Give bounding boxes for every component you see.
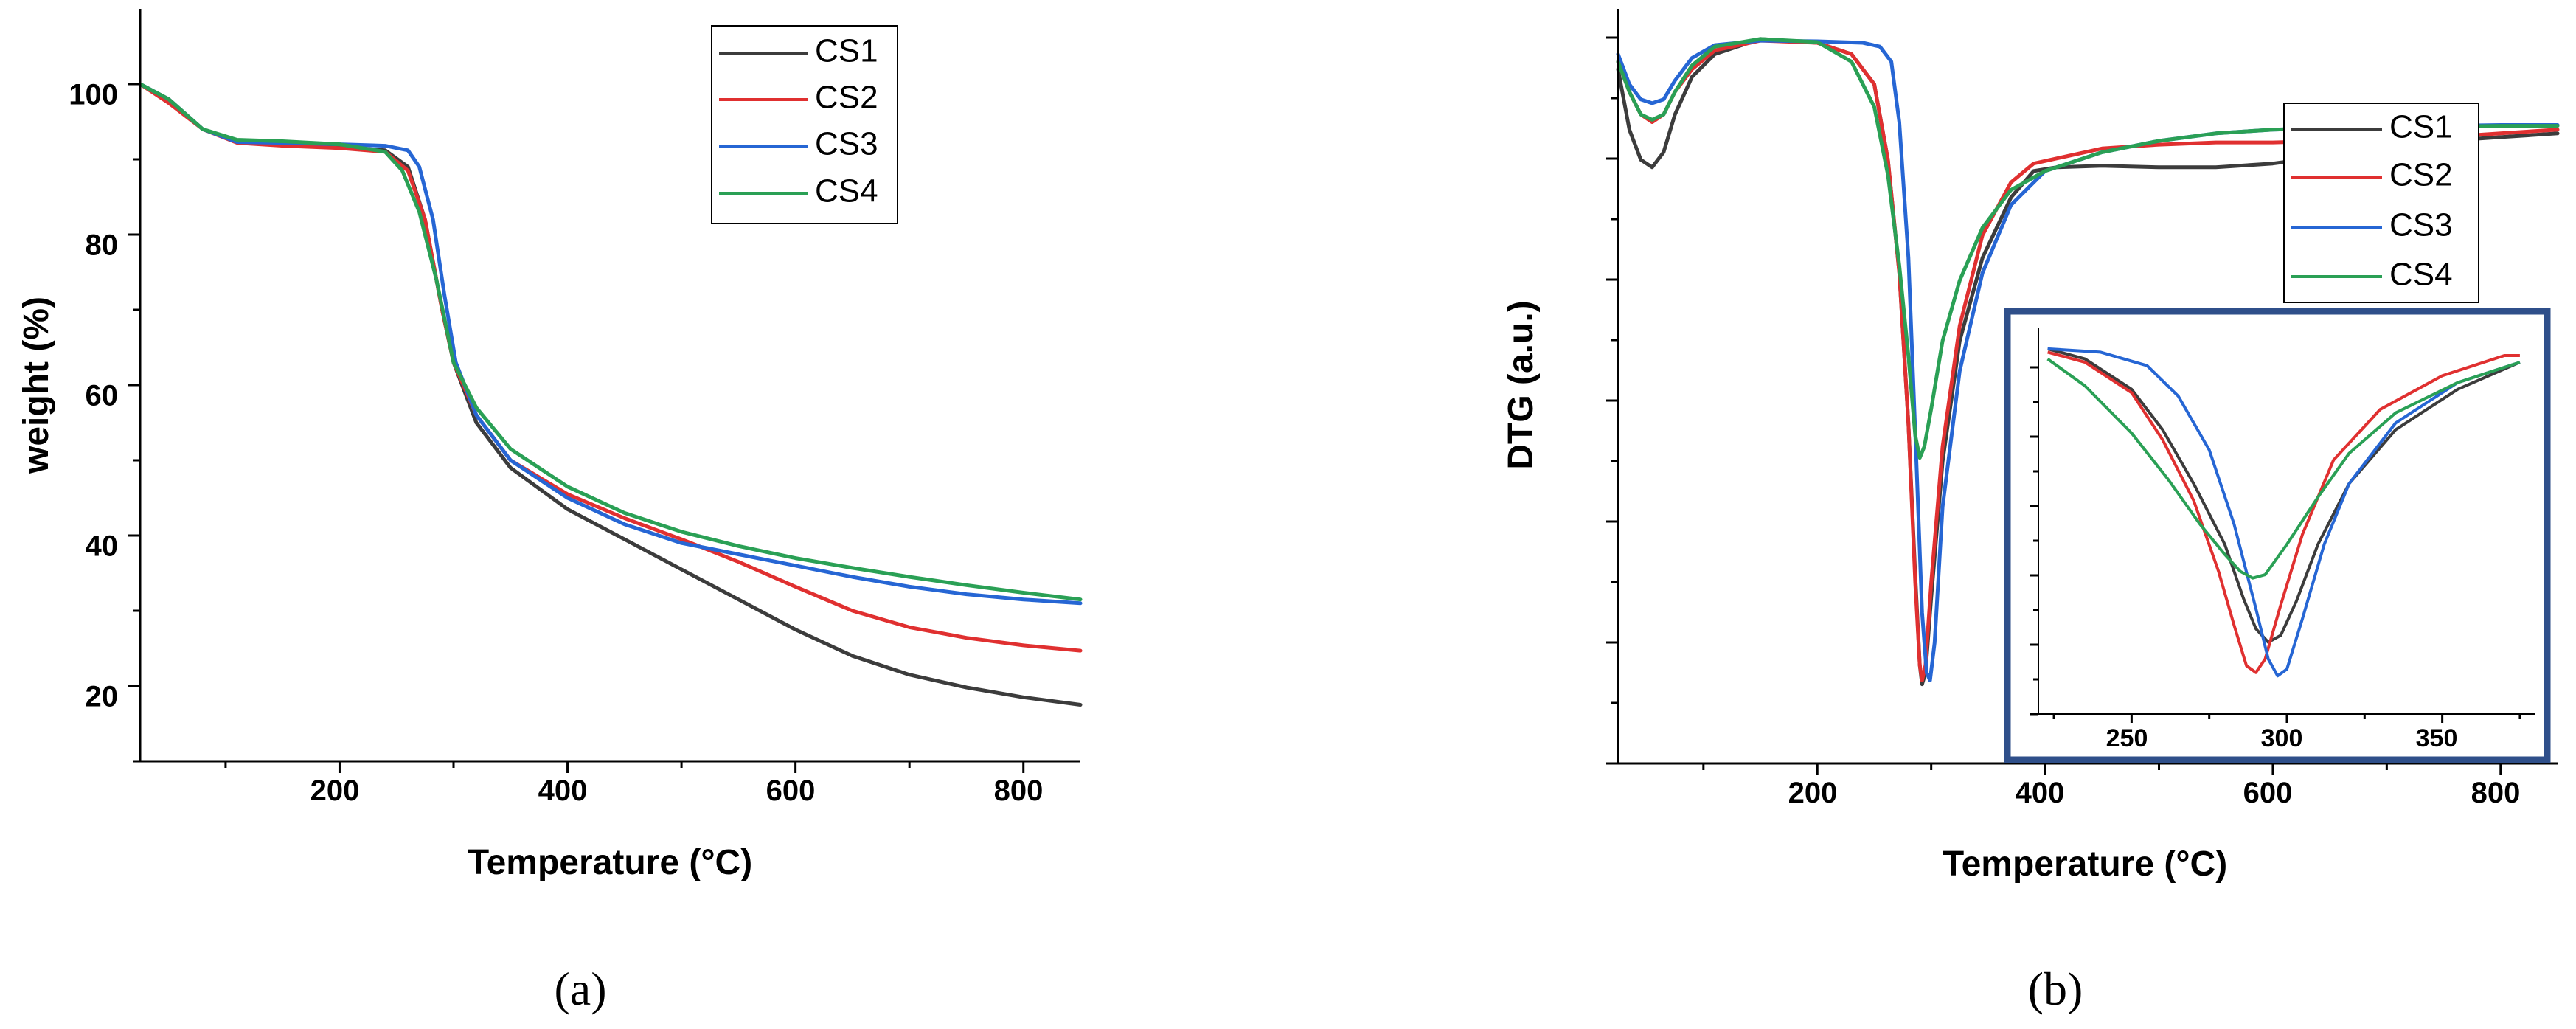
tga-line-cs1 xyxy=(138,82,1083,707)
tga-y-axis-label: weight (%) xyxy=(17,297,56,474)
dtg-legend-label-cs4: CS4 xyxy=(2389,257,2453,293)
tga-y-tick-label: 20 xyxy=(86,681,119,713)
dtg-legend-label-cs3: CS3 xyxy=(2389,207,2453,243)
dtg-inset-x-tick-label: 350 xyxy=(2416,724,2458,752)
tga-legend-label-cs2: CS2 xyxy=(815,80,878,116)
tga-x-tick-label: 800 xyxy=(994,775,1044,807)
dtg-legend-box xyxy=(2283,103,2479,303)
tga-y-tick-label: 100 xyxy=(69,79,118,111)
dtg-inset-border xyxy=(2004,308,2551,763)
tga-y-tick-label: 80 xyxy=(86,229,119,262)
tga-line-cs2 xyxy=(138,82,1083,653)
dtg-x-axis-label: Temperature (°C) xyxy=(1943,845,2227,884)
dtg-inset-background xyxy=(2007,311,2547,760)
tga-line-cs4 xyxy=(138,82,1083,602)
dtg-inset-ticks xyxy=(2030,366,2521,723)
dtg-inset-line-cs2 xyxy=(2047,350,2520,674)
dtg-legend-label-cs1: CS1 xyxy=(2389,109,2453,145)
panel-a-caption: (a) xyxy=(554,963,606,1015)
dtg-x-tick-label: 600 xyxy=(2243,777,2293,809)
dtg-line-cs1 xyxy=(1616,37,2560,687)
tga-y-tick-label: 60 xyxy=(86,380,119,412)
tga-series-group xyxy=(138,82,1083,707)
dtg-ticks xyxy=(1606,36,2502,775)
dtg-x-tick-label: 400 xyxy=(2016,777,2065,809)
tga-x-tick-label: 600 xyxy=(766,775,816,807)
tga-legend-label-cs3: CS3 xyxy=(815,126,878,162)
dtg-line-cs4 xyxy=(1616,37,2560,460)
dtg-x-tick-label: 200 xyxy=(1788,777,1838,809)
tga-line-cs3 xyxy=(138,82,1083,606)
dtg-inset-x-tick-label: 250 xyxy=(2106,724,2148,752)
tga-legend: CS1 CS2 CS3 CS4 xyxy=(711,25,898,224)
panel-b-caption: (b) xyxy=(2028,963,2083,1015)
tga-x-tick-label: 200 xyxy=(310,775,360,807)
dtg-inset-series-group xyxy=(2046,347,2521,678)
dtg-legend: CS1 CS2 CS3 CS4 xyxy=(2283,103,2479,303)
tga-y-tick-label: 40 xyxy=(86,530,119,563)
dtg-inset-line-cs3 xyxy=(2047,347,2521,678)
dtg-chart-panel: 200 400 600 800 Temperature (°C) DTG (a.… xyxy=(1501,9,2560,1015)
tga-legend-label-cs4: CS4 xyxy=(815,173,878,209)
tga-x-tick-label: 400 xyxy=(538,775,588,807)
dtg-legend-label-cs2: CS2 xyxy=(2389,157,2453,193)
dtg-x-tick-label: 800 xyxy=(2471,777,2521,809)
dtg-inset-line-cs4 xyxy=(2046,357,2521,580)
tga-x-axis-label: Temperature (°C) xyxy=(468,843,752,882)
tga-chart-panel: 20 40 60 80 100 200 400 600 800 Temperat… xyxy=(17,9,1083,1015)
tga-ticks xyxy=(128,83,1025,773)
tga-legend-box xyxy=(711,25,898,224)
dtg-series-group xyxy=(1616,37,2560,687)
dtg-y-axis-label: DTG (a.u.) xyxy=(1501,300,1541,469)
dtg-inset-zoom: 250 300 350 xyxy=(2004,308,2551,763)
tga-legend-label-cs1: CS1 xyxy=(815,33,878,69)
dtg-inset-x-tick-label: 300 xyxy=(2261,724,2303,752)
